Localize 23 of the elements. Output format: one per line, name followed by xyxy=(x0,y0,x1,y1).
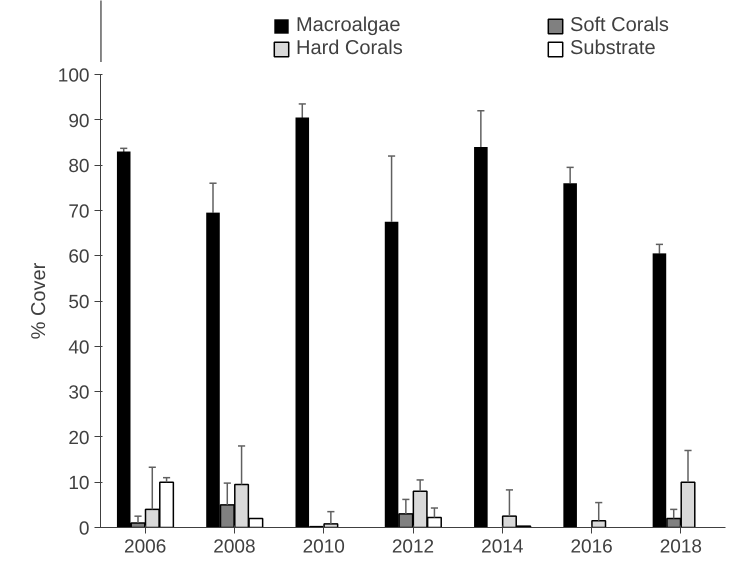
y-tick-label: 10 xyxy=(68,473,90,494)
y-tick-label: 50 xyxy=(68,292,90,313)
x-tick-label: 2006 xyxy=(124,536,166,558)
x-tick-label: 2008 xyxy=(213,536,256,558)
y-tick-label: 20 xyxy=(68,428,90,449)
y-tick-label: 60 xyxy=(68,246,90,268)
x-tick-label: 2012 xyxy=(392,536,434,558)
x-tick-label: 2010 xyxy=(302,536,345,558)
y-tick-label: 80 xyxy=(68,156,90,178)
y-tick-label: 100 xyxy=(58,66,90,86)
legend-label: Macroalgae xyxy=(296,14,402,37)
y-tick-label: 40 xyxy=(68,337,90,358)
legend-label: Substrate xyxy=(570,37,657,60)
x-tick-label: 2018 xyxy=(660,536,702,558)
legend-label: Soft Corals xyxy=(570,14,670,37)
x-tick-label: 2016 xyxy=(570,536,613,558)
y-tick-label: 90 xyxy=(68,110,90,132)
y-axis-title: % Cover xyxy=(28,262,50,340)
y-tick-label: 0 xyxy=(78,518,90,540)
legend-label: Hard Corals xyxy=(296,37,404,60)
x-tick-label: 2014 xyxy=(481,536,524,558)
y-tick-label: 70 xyxy=(68,201,90,222)
y-tick-label: 30 xyxy=(68,382,90,404)
